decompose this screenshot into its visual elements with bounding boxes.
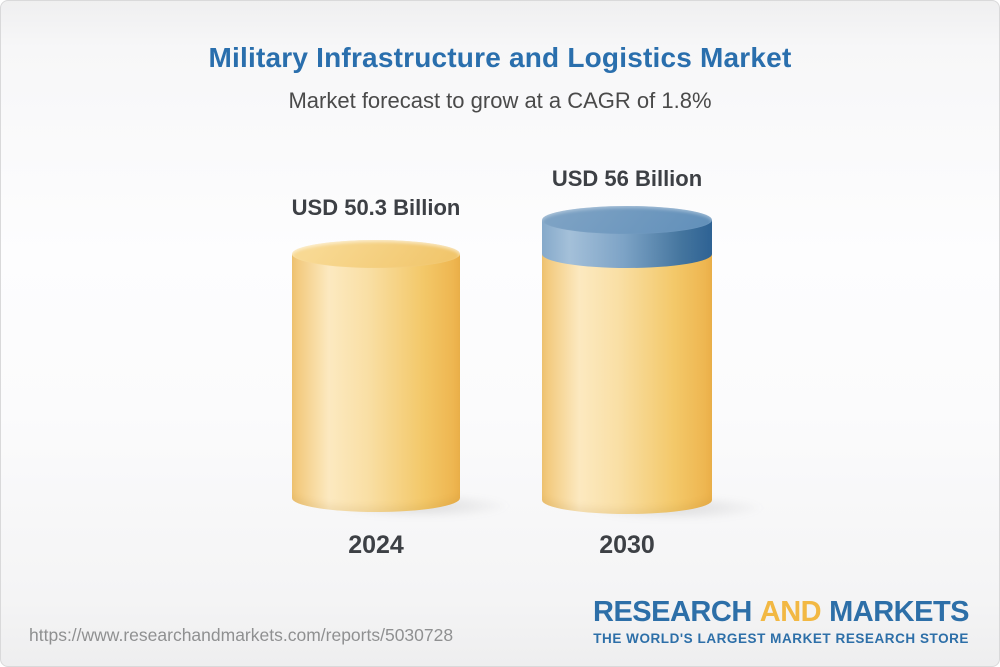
bar-value-label-2024: USD 50.3 Billion	[291, 195, 461, 220]
logo-word-and: AND	[759, 596, 822, 628]
bar-value-label-2030: USD 56 Billion	[551, 166, 703, 191]
bar-cylinder-2030	[542, 254, 712, 514]
axis-label-2030: 2030	[599, 531, 655, 559]
axis-label-2024: 2024	[348, 531, 404, 559]
logo-wordmark: RESEARCH AND MARKETS	[593, 596, 969, 629]
logo-word-research: RESEARCH	[593, 596, 752, 628]
bar-cylinder-2030-top	[542, 206, 712, 234]
bar-cylinder-2024-top	[292, 240, 460, 268]
logo-tagline: THE WORLD'S LARGEST MARKET RESEARCH STOR…	[593, 631, 969, 646]
chart-subtitle: Market forecast to grow at a CAGR of 1.8…	[288, 88, 712, 113]
source-url-link[interactable]: https://www.researchandmarkets.com/repor…	[29, 625, 454, 645]
chart-title: Military Infrastructure and Logistics Ma…	[208, 42, 792, 73]
researchandmarkets-logo: RESEARCH AND MARKETS THE WORLD'S LARGEST…	[593, 596, 969, 646]
bar-cylinder-2024	[292, 254, 460, 512]
logo-word-markets: MARKETS	[829, 596, 969, 628]
